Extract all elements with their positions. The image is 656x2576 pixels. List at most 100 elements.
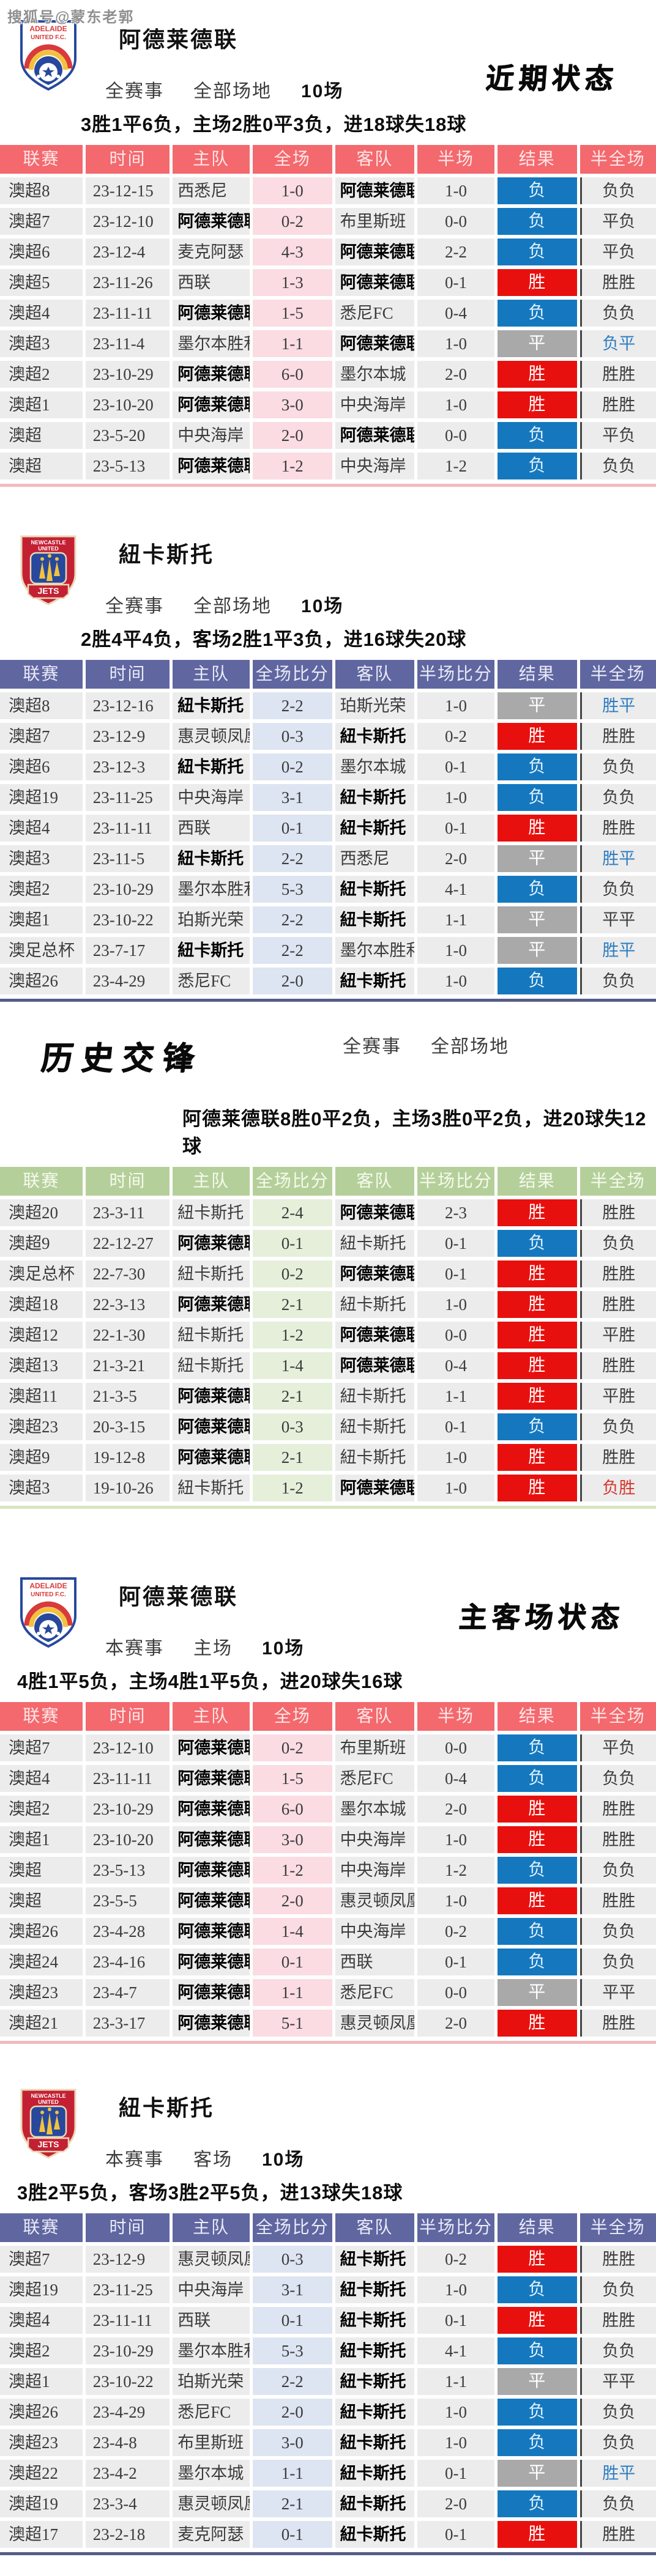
- row-4-away: 紐卡斯托: [335, 815, 415, 842]
- column-header-ft: 全场比分: [252, 660, 332, 689]
- match-table: 联赛时间主队全场比分客队半场比分结果半全场澳超723-12-9惠灵顿凤凰0-3紐…: [0, 2213, 656, 2555]
- row-7-home: 阿德莱德联: [173, 1949, 250, 1975]
- column-header-date: 时间: [85, 2213, 170, 2242]
- row-7-league: 澳超24: [0, 1949, 83, 1975]
- row-8-home: 中央海岸: [173, 422, 250, 449]
- filter-scope[interactable]: 全赛事: [343, 1037, 401, 1057]
- row-3-ft: 2-1: [252, 1291, 332, 1318]
- row-4-date: 23-11-11: [85, 300, 170, 327]
- column-header-hf: 半全场: [580, 145, 656, 174]
- row-7-result: 平: [497, 906, 577, 933]
- column-header-league: 联赛: [0, 2213, 83, 2242]
- row-6-home: 布里斯班: [173, 2429, 250, 2456]
- row-1-date: 22-12-27: [85, 1230, 170, 1257]
- record-summary: 4胜1平5负，主场4胜1平5负，进20球失16球: [17, 1671, 403, 1692]
- filter-scope[interactable]: 全赛事: [105, 596, 164, 616]
- team-title: 阿德莱德联: [119, 27, 239, 52]
- filter-venue[interactable]: 全部场地: [431, 1037, 509, 1057]
- row-2-result: 负: [497, 753, 577, 780]
- row-7-date: 23-10-22: [85, 906, 170, 933]
- section-calligraphy-title: 历史交锋: [39, 1042, 205, 1076]
- row-3-ft: 3-1: [252, 784, 332, 811]
- record-summary: 3胜2平5负，客场3胜2平5负，进13球失18球: [17, 2182, 403, 2204]
- filter-venue[interactable]: 全部场地: [193, 596, 272, 616]
- row-7-result: 平: [497, 2460, 577, 2487]
- filter-scope[interactable]: 本赛事: [105, 2150, 164, 2170]
- row-5-home: 悉尼FC: [173, 2399, 250, 2426]
- row-2-date: 23-11-11: [85, 2307, 170, 2334]
- column-header-league: 联赛: [0, 145, 83, 174]
- row-8-league: 澳足总杯: [0, 937, 83, 964]
- filter-match-count[interactable]: 10场: [262, 1638, 305, 1659]
- filter-scope[interactable]: 全赛事: [105, 81, 164, 102]
- column-header-home: 主队: [173, 1702, 250, 1731]
- row-8-away: 墨尔本胜利: [335, 937, 415, 964]
- row-3-league: 澳超5: [0, 269, 83, 296]
- column-header-result: 结果: [497, 2213, 577, 2242]
- row-2-result: 胜: [497, 1260, 577, 1287]
- row-8-result: 平: [497, 1979, 577, 2006]
- row-1-league: 澳超19: [0, 2276, 83, 2303]
- row-4-result: 负: [497, 300, 577, 327]
- row-0-home: 西悉尼: [173, 177, 250, 204]
- column-header-date: 时间: [85, 145, 170, 174]
- row-1-league: 澳超4: [0, 1765, 83, 1792]
- row-1-home: 中央海岸: [173, 2276, 250, 2303]
- row-8-home: 紐卡斯托: [173, 937, 250, 964]
- match-table: 联赛时间主队全场客队半场结果半全场澳超723-12-10阿德莱德联0-2布里斯班…: [0, 1702, 656, 2044]
- row-5-hf: 胜胜: [580, 1352, 656, 1379]
- row-5-league: 澳超: [0, 1887, 83, 1914]
- row-0-hf: 胜平: [580, 692, 656, 719]
- column-header-ht: 半场比分: [417, 2213, 494, 2242]
- svg-text:JETS: JETS: [37, 586, 59, 596]
- row-9-ft: 1-2: [252, 1475, 332, 1501]
- row-3-ht: 0-1: [417, 269, 494, 296]
- row-4-league: 澳超4: [0, 300, 83, 327]
- row-7-away: 中央海岸: [335, 391, 415, 418]
- row-1-ft: 3-1: [252, 2276, 332, 2303]
- filter-venue[interactable]: 客场: [193, 2150, 233, 2170]
- row-8-date: 23-4-7: [85, 1979, 170, 2006]
- filter-venue[interactable]: 主场: [193, 1638, 233, 1659]
- row-0-hf: 胜胜: [580, 1199, 656, 1226]
- row-7-ht: 0-1: [417, 2460, 494, 2487]
- row-0-result: 平: [497, 692, 577, 719]
- row-6-away: 墨尔本城: [335, 361, 415, 388]
- filter-match-count[interactable]: 10场: [301, 81, 344, 102]
- row-8-hf: 负负: [580, 2490, 656, 2517]
- svg-text:UNITED F.C.: UNITED F.C.: [31, 34, 66, 41]
- row-0-ft: 0-3: [252, 2246, 332, 2273]
- row-8-hf: 胜胜: [580, 1444, 656, 1471]
- row-4-ht: 0-0: [417, 1322, 494, 1349]
- filter-bar: 全赛事 全部场地 10场: [105, 591, 343, 618]
- row-2-hf: 平负: [580, 239, 656, 265]
- svg-text:UNITED: UNITED: [38, 546, 59, 552]
- row-3-ft: 5-3: [252, 2337, 332, 2364]
- row-9-home: 麦克阿瑟: [173, 2521, 250, 2548]
- row-5-date: 23-5-5: [85, 1887, 170, 1914]
- row-6-away: 紐卡斯托: [335, 1383, 415, 1410]
- row-6-ft: 2-1: [252, 1383, 332, 1410]
- svg-text:UNITED: UNITED: [38, 2099, 59, 2105]
- row-6-result: 胜: [497, 361, 577, 388]
- filter-venue[interactable]: 全部场地: [193, 81, 272, 102]
- row-3-hf: 胜胜: [580, 1291, 656, 1318]
- section-header: ADELAIDE UNITED F.C. 阿德莱德联 全赛事 全部场地 10场 …: [0, 4, 656, 103]
- filter-match-count[interactable]: 10场: [262, 2150, 305, 2170]
- row-7-league: 澳超1: [0, 906, 83, 933]
- row-2-away: 墨尔本城: [335, 753, 415, 780]
- row-7-hf: 负负: [580, 1413, 656, 1440]
- row-3-league: 澳超1: [0, 1826, 83, 1853]
- row-8-date: 19-12-8: [85, 1444, 170, 1471]
- row-3-home: 墨尔本胜利: [173, 2337, 250, 2364]
- row-3-ft: 3-0: [252, 1826, 332, 1853]
- table-underline: [0, 484, 656, 487]
- row-4-away: 悉尼FC: [335, 300, 415, 327]
- row-2-ht: 2-0: [417, 1796, 494, 1823]
- row-3-ft: 1-3: [252, 269, 332, 296]
- row-7-ft: 2-2: [252, 906, 332, 933]
- filter-scope[interactable]: 本赛事: [105, 1638, 164, 1659]
- row-0-ft: 0-2: [252, 1734, 332, 1761]
- filter-match-count[interactable]: 10场: [301, 596, 344, 616]
- row-3-home: 阿德莱德联: [173, 1291, 250, 1318]
